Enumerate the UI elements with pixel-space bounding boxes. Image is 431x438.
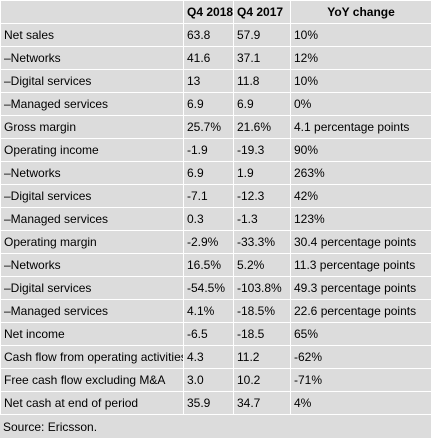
- metric-cell: –Networks: [0, 253, 184, 277]
- q4-2017-cell: 34.7: [233, 391, 291, 415]
- header-cell-metric: [0, 0, 184, 24]
- q4-2018-cell: 4.3: [183, 345, 234, 369]
- table-row: Net sales 63.8 57.9 10%: [0, 23, 431, 47]
- q4-2018-cell: 13: [183, 69, 234, 93]
- yoy-change-cell: 11.3 percentage points: [290, 253, 431, 277]
- q4-2017-cell: -12.3: [233, 184, 291, 208]
- yoy-change-cell: 22.6 percentage points: [290, 299, 431, 323]
- q4-2017-cell: -103.8%: [233, 276, 291, 300]
- yoy-change-cell: 4%: [290, 391, 431, 415]
- table-row: Cash flow from operating activities 4.3 11…: [0, 345, 431, 369]
- metric-cell: Net sales: [0, 23, 184, 47]
- source-note: Source: Ericsson.: [3, 420, 98, 434]
- table-row: Gross margin 25.7% 21.6% 4.1 percentage poi…: [0, 115, 431, 139]
- q4-2017-cell: -33.3%: [233, 230, 291, 254]
- q4-2017-cell: 57.9: [233, 23, 291, 47]
- metric-cell: Net cash at end of period: [0, 391, 184, 415]
- q4-2017-cell: 5.2%: [233, 253, 291, 277]
- metric-cell: Cash flow from operating activities: [0, 345, 184, 369]
- q4-2018-cell: 25.7%: [183, 115, 234, 139]
- q4-2018-cell: 0.3: [183, 207, 234, 231]
- yoy-change-cell: 42%: [290, 184, 431, 208]
- q4-2017-cell: 21.6%: [233, 115, 291, 139]
- table-body: Net sales 63.8 57.9 10% –Networks 41.6 37.1 12%…: [0, 23, 431, 415]
- q4-2018-cell: -6.5: [183, 322, 234, 346]
- table-row: –Networks 6.9 1.9 263%: [0, 161, 431, 185]
- metric-cell: –Managed services: [0, 299, 184, 323]
- q4-2017-cell: 11.2: [233, 345, 291, 369]
- yoy-change-cell: 65%: [290, 322, 431, 346]
- q4-2017-cell: 10.2: [233, 368, 291, 392]
- q4-2018-cell: 3.0: [183, 368, 234, 392]
- metric-cell: –Digital services: [0, 276, 184, 300]
- q4-2017-cell: -18.5%: [233, 299, 291, 323]
- table-row: –Digital services -54.5% -103.8% 49.3 perce…: [0, 276, 431, 300]
- yoy-change-cell: 10%: [290, 69, 431, 93]
- q4-2017-cell: 1.9: [233, 161, 291, 185]
- yoy-change-cell: 10%: [290, 23, 431, 47]
- yoy-change-cell: 0%: [290, 92, 431, 116]
- metric-cell: Net income: [0, 322, 184, 346]
- financial-results-table: Q4 2018 Q4 2017 YoY change Net sales 63.8…: [0, 0, 431, 415]
- yoy-change-cell: -71%: [290, 368, 431, 392]
- metric-cell: Operating margin: [0, 230, 184, 254]
- q4-2018-cell: 35.9: [183, 391, 234, 415]
- q4-2018-cell: -54.5%: [183, 276, 234, 300]
- header-cell-yoy-change: YoY change: [290, 0, 431, 24]
- yoy-change-cell: 30.4 percentage points: [290, 230, 431, 254]
- q4-2018-cell: 6.9: [183, 92, 234, 116]
- table-row: –Networks 16.5% 5.2% 11.3 percentage points: [0, 253, 431, 277]
- metric-cell: –Managed services: [0, 207, 184, 231]
- q4-2018-cell: 41.6: [183, 46, 234, 70]
- metric-cell: Gross margin: [0, 115, 184, 139]
- table-row: –Digital services 13 11.8 10%: [0, 69, 431, 93]
- yoy-change-cell: 90%: [290, 138, 431, 162]
- table-row: Net income -6.5 -18.5 65%: [0, 322, 431, 346]
- table-row: –Managed services 0.3 -1.3 123%: [0, 207, 431, 231]
- metric-cell: –Digital services: [0, 184, 184, 208]
- q4-2017-cell: -18.5: [233, 322, 291, 346]
- table-row: Free cash flow excluding M&A 3.0 10.2 -71%: [0, 368, 431, 392]
- header-cell-q4-2017: Q4 2017: [233, 0, 291, 24]
- q4-2018-cell: 16.5%: [183, 253, 234, 277]
- q4-2018-cell: -7.1: [183, 184, 234, 208]
- table-row: –Networks 41.6 37.1 12%: [0, 46, 431, 70]
- q4-2017-cell: -19.3: [233, 138, 291, 162]
- q4-2017-cell: 37.1: [233, 46, 291, 70]
- table-header-row: Q4 2018 Q4 2017 YoY change: [0, 0, 431, 24]
- yoy-change-cell: 123%: [290, 207, 431, 231]
- metric-cell: –Networks: [0, 161, 184, 185]
- metric-cell: –Networks: [0, 46, 184, 70]
- table-row: –Digital services -7.1 -12.3 42%: [0, 184, 431, 208]
- yoy-change-cell: 12%: [290, 46, 431, 70]
- yoy-change-cell: 263%: [290, 161, 431, 185]
- q4-2018-cell: 4.1%: [183, 299, 234, 323]
- metric-cell: Free cash flow excluding M&A: [0, 368, 184, 392]
- metric-cell: Operating income: [0, 138, 184, 162]
- q4-2018-cell: -2.9%: [183, 230, 234, 254]
- q4-2018-cell: -1.9: [183, 138, 234, 162]
- yoy-change-cell: 49.3 percentage points: [290, 276, 431, 300]
- table-row: Operating income -1.9 -19.3 90%: [0, 138, 431, 162]
- q4-2018-cell: 63.8: [183, 23, 234, 47]
- q4-2018-cell: 6.9: [183, 161, 234, 185]
- q4-2017-cell: 11.8: [233, 69, 291, 93]
- table-row: Net cash at end of period 35.9 34.7 4%: [0, 391, 431, 415]
- metric-cell: –Digital services: [0, 69, 184, 93]
- table-row: –Managed services 6.9 6.9 0%: [0, 92, 431, 116]
- yoy-change-cell: -62%: [290, 345, 431, 369]
- table-row: Operating margin -2.9% -33.3% 30.4 percenta…: [0, 230, 431, 254]
- q4-2017-cell: -1.3: [233, 207, 291, 231]
- yoy-change-cell: 4.1 percentage points: [290, 115, 431, 139]
- metric-cell: –Managed services: [0, 92, 184, 116]
- q4-2017-cell: 6.9: [233, 92, 291, 116]
- table-row: –Managed services 4.1% -18.5% 22.6 percenta…: [0, 299, 431, 323]
- header-cell-q4-2018: Q4 2018: [183, 0, 234, 24]
